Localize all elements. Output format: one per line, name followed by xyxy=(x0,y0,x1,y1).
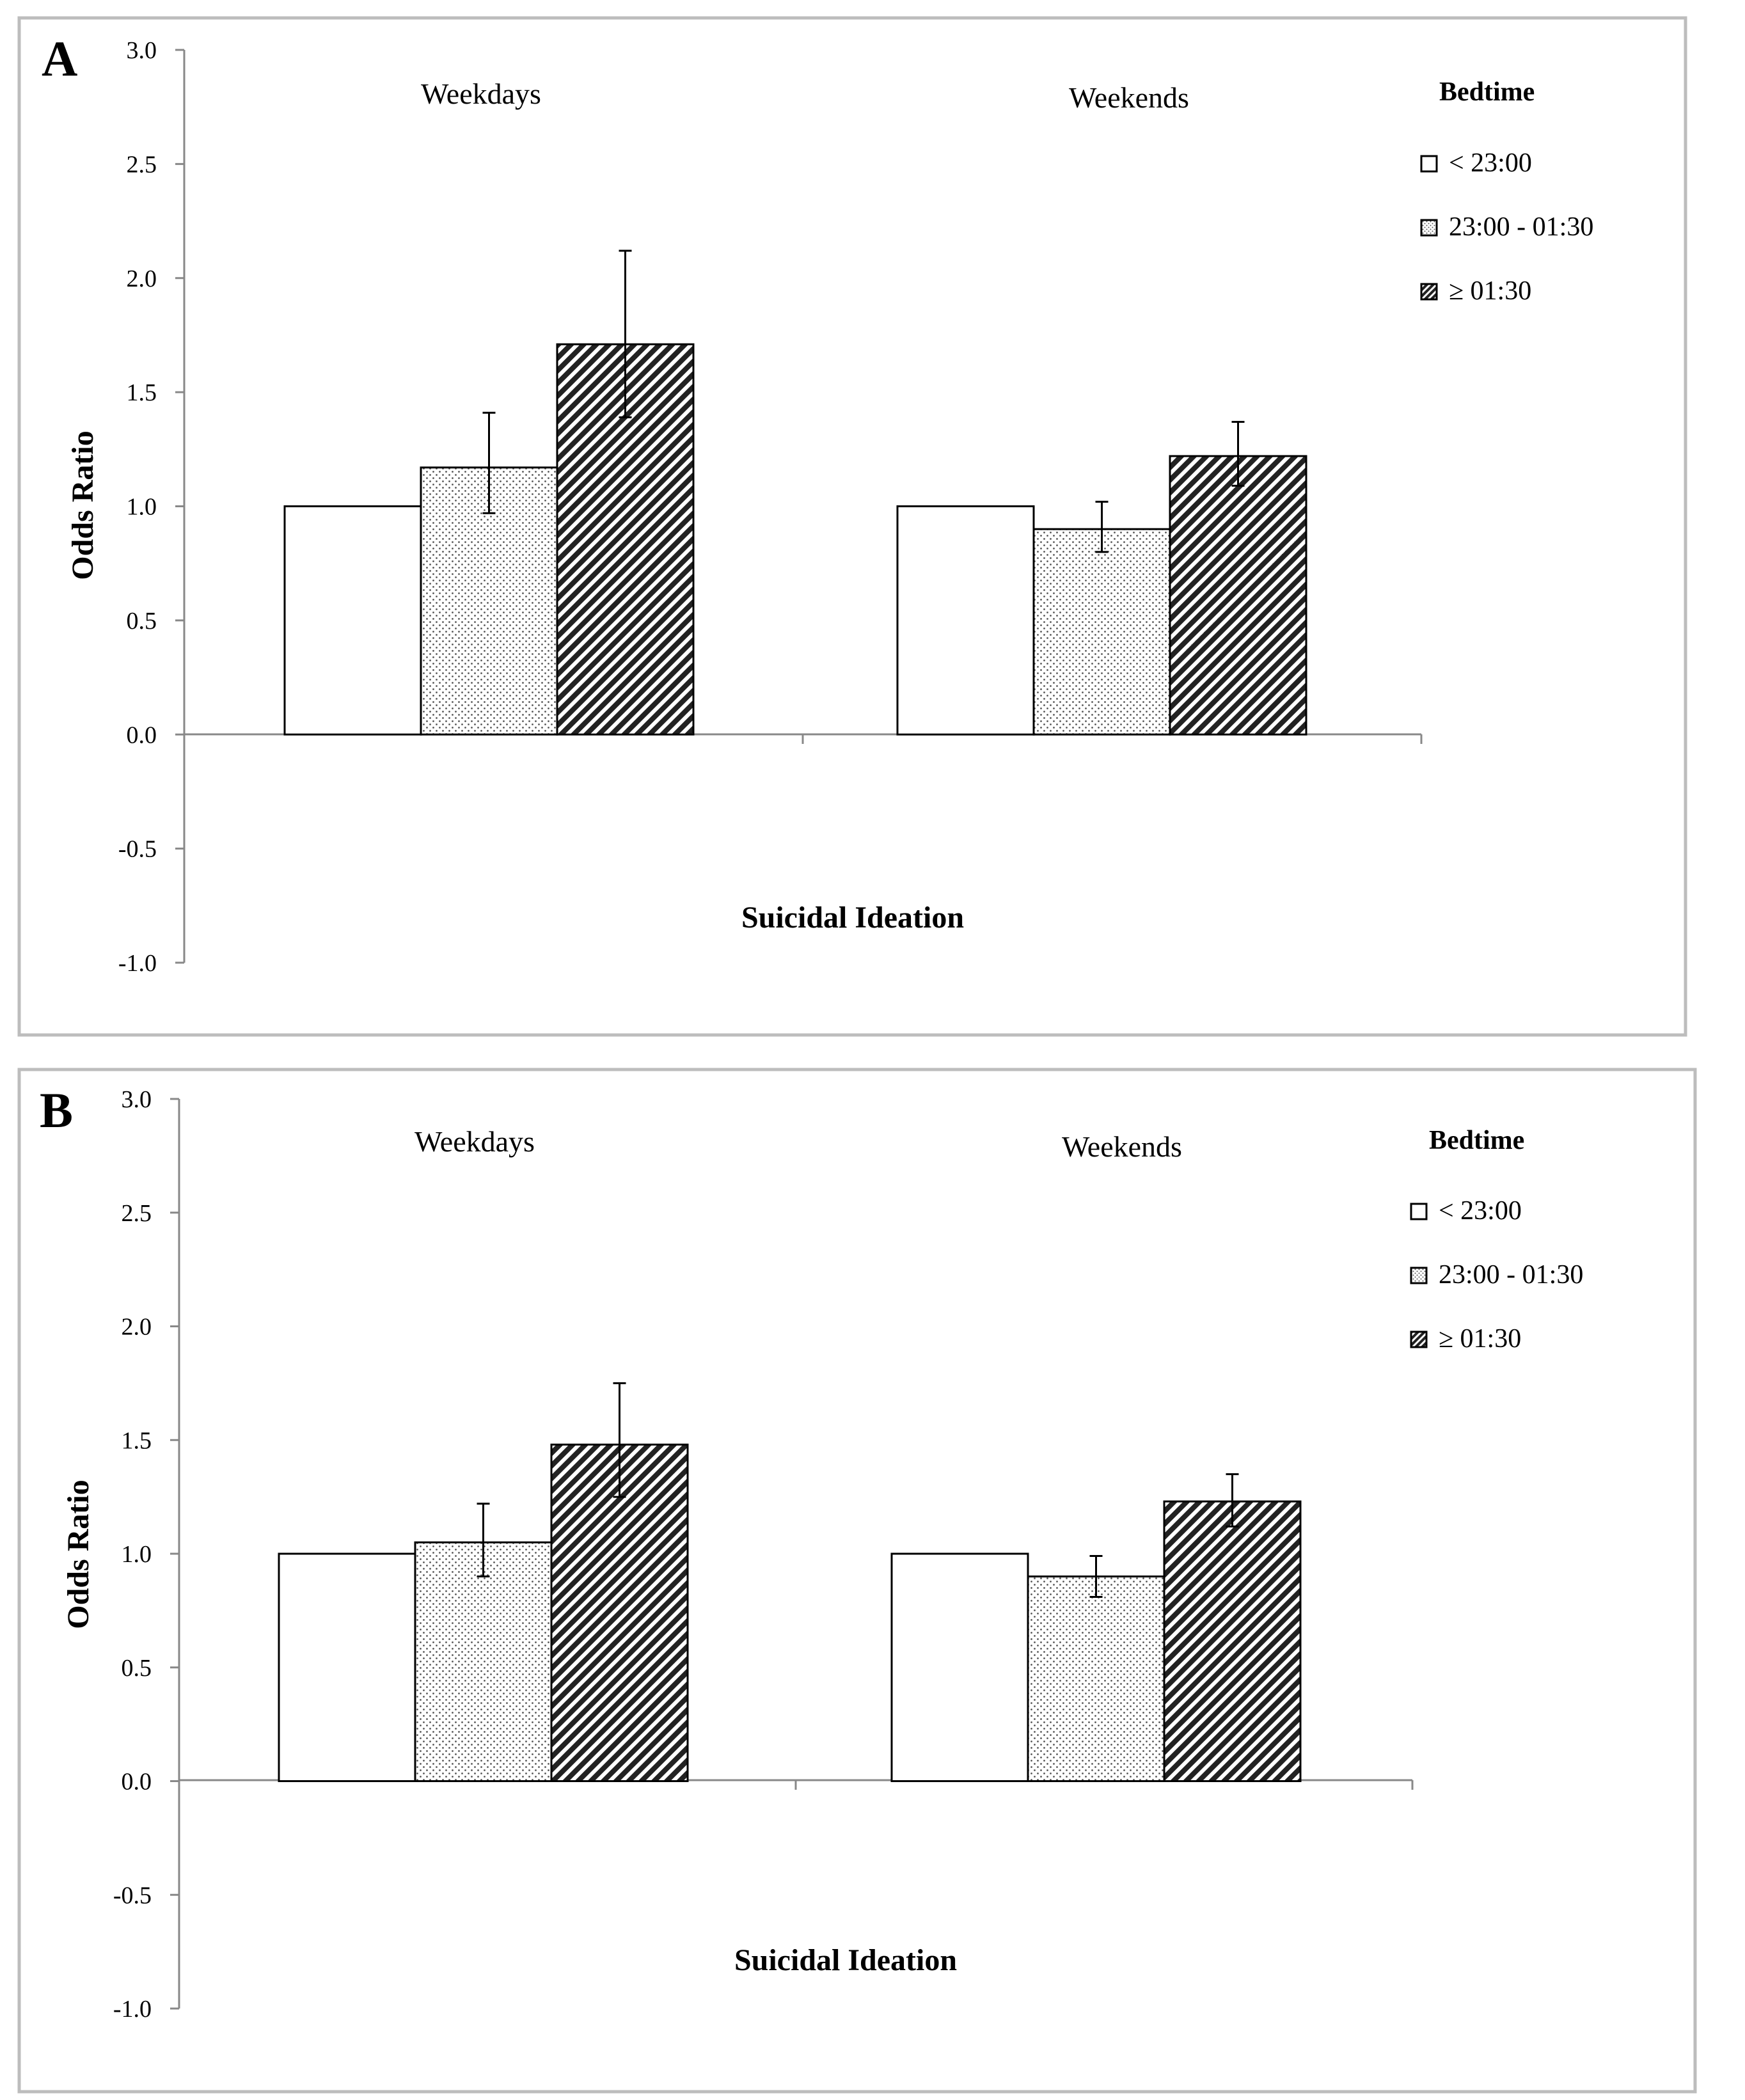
legend-swatch-dotted xyxy=(1410,1267,1428,1284)
category-label-weekdays: Weekdays xyxy=(415,1125,535,1158)
y-tick-label: 3.0 xyxy=(122,1086,152,1113)
error-bar xyxy=(1226,1473,1239,1528)
y-tick-label: 0.0 xyxy=(122,1769,152,1796)
y-tick-label: 1.0 xyxy=(122,1541,152,1568)
bar-hatched-weekends xyxy=(1163,1500,1302,1783)
y-tick-label: 0.5 xyxy=(127,608,157,635)
y-tick-label: -0.5 xyxy=(113,1882,152,1909)
category-label-weekdays: Weekdays xyxy=(421,77,541,110)
legend-swatch-dotted xyxy=(1420,219,1438,237)
bar-empty-weekdays xyxy=(283,505,422,736)
y-tick-label: 1.5 xyxy=(127,379,157,406)
bar-empty-weekends xyxy=(890,1552,1029,1782)
bar-dotted-weekends xyxy=(1032,528,1171,736)
panel-b-label: B xyxy=(40,1082,73,1138)
y-tick-label: -0.5 xyxy=(118,836,157,863)
y-tick-label: 2.5 xyxy=(122,1200,152,1227)
y-tick-label: 0.0 xyxy=(127,722,157,748)
bar-hatched-weekdays xyxy=(550,1443,689,1783)
bar-empty-weekdays xyxy=(278,1552,416,1782)
error-bar xyxy=(477,1503,490,1578)
panel-b: B 3.0 2.5 2.0 1.5 1.0 0.5 0.0 -0.5 -1.0 Weekdays… xyxy=(17,1068,1697,2094)
error-bar xyxy=(619,249,632,418)
y-tick-label: 3.0 xyxy=(127,37,157,64)
x-axis-label: Suicidal Ideation xyxy=(741,901,964,935)
panel-b-bars xyxy=(278,1382,1302,1783)
panel-a-y-axis: 3.0 2.5 2.0 1.5 1.0 0.5 0.0 -0.5 -1.0 xyxy=(118,37,184,977)
legend-title: Bedtime xyxy=(1429,1126,1524,1155)
y-tick-label: 0.5 xyxy=(122,1655,152,1682)
panel-b-y-axis: 3.0 2.5 2.0 1.5 1.0 0.5 0.0 -0.5 -1.0 xyxy=(113,1086,179,2023)
y-tick-label: 1.0 xyxy=(127,494,157,521)
y-axis-label: Odds Ratio xyxy=(61,1480,95,1629)
legend-label: ≥ 01:30 xyxy=(1439,1324,1521,1354)
legend-title: Bedtime xyxy=(1439,77,1535,107)
y-tick-label: 2.5 xyxy=(127,151,157,178)
error-bar xyxy=(1095,500,1109,553)
error-bar xyxy=(1231,421,1245,487)
x-axis-label: Suicidal Ideation xyxy=(734,1943,957,1977)
error-bar xyxy=(1089,1555,1103,1599)
panel-a: A 3.0 2.5 2.0 1.5 1.0 0.5 0.0 -0.5 -1.0 Weekdays… xyxy=(17,16,1687,1037)
y-tick-label: 2.0 xyxy=(122,1314,152,1341)
legend-label: < 23:00 xyxy=(1439,1196,1522,1226)
y-tick-label: 2.0 xyxy=(127,265,157,292)
error-bar xyxy=(613,1382,626,1498)
legend-label: 23:00 - 01:30 xyxy=(1449,212,1593,242)
y-tick-label: 1.5 xyxy=(122,1427,152,1454)
y-axis-label: Odds Ratio xyxy=(66,430,100,580)
error-bar xyxy=(482,411,496,514)
legend-label: ≥ 01:30 xyxy=(1449,276,1531,306)
bar-dotted-weekdays xyxy=(414,1541,553,1783)
panel-a-legend: Bedtime < 23:00 23:00 - 01:30 ≥ 01:30 xyxy=(1420,77,1593,306)
y-tick-label: -1.0 xyxy=(113,1996,152,2023)
bar-dotted-weekends xyxy=(1027,1575,1165,1783)
y-tick-label: -1.0 xyxy=(118,950,157,977)
legend-swatch-hatched xyxy=(1410,1330,1428,1348)
panel-a-label: A xyxy=(42,31,77,86)
legend-swatch-hatched xyxy=(1420,283,1438,301)
legend-swatch-empty xyxy=(1420,155,1438,173)
panel-a-bars xyxy=(283,249,1307,736)
bar-hatched-weekends xyxy=(1169,455,1307,736)
bar-empty-weekends xyxy=(896,505,1035,736)
legend-label: < 23:00 xyxy=(1449,148,1532,178)
category-label-weekends: Weekends xyxy=(1069,81,1189,114)
legend-swatch-empty xyxy=(1410,1203,1428,1220)
legend-label: 23:00 - 01:30 xyxy=(1439,1260,1583,1290)
category-label-weekends: Weekends xyxy=(1062,1130,1182,1163)
panel-b-legend: Bedtime < 23:00 23:00 - 01:30 ≥ 01:30 xyxy=(1410,1126,1583,1354)
